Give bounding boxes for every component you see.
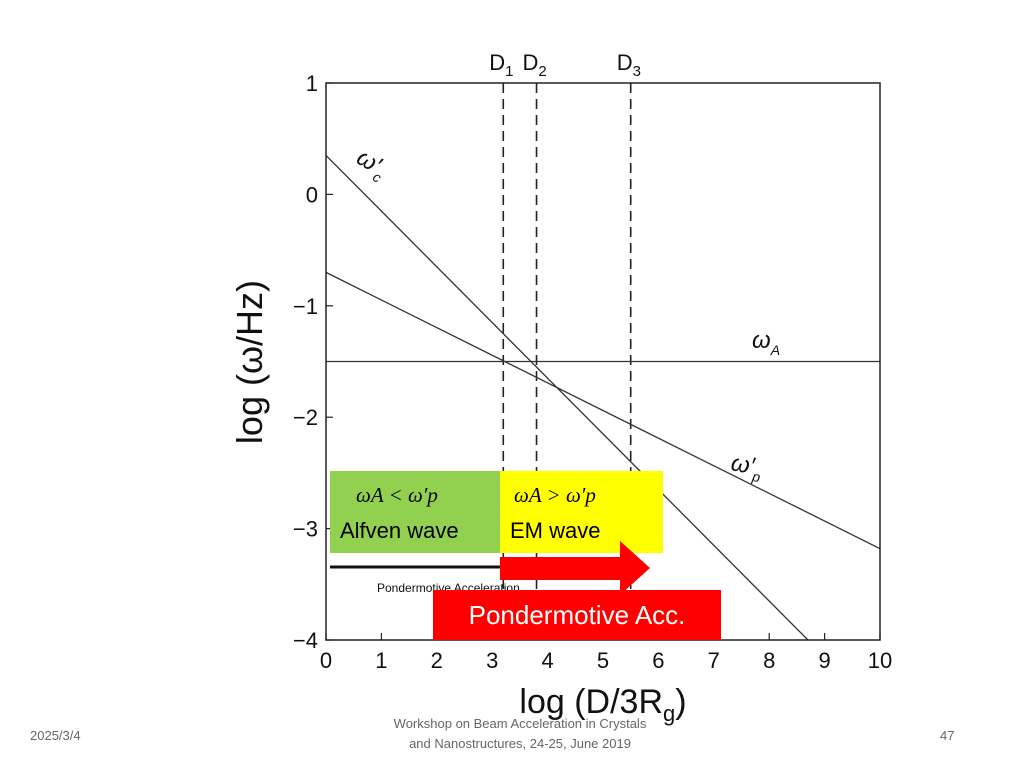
yellow-formula: ωA > ω′p [514,483,596,507]
y-tick-label-1: 0 [306,182,318,207]
y-axis-label: log (ω/Hz) [229,280,270,444]
x-tick-label-2: 2 [431,648,443,673]
pondermotive-acc-box: Pondermotive Acc. [433,590,721,640]
d1-label: D1 [489,50,513,80]
x-tick-label-5: 5 [597,648,609,673]
y-tick-label-3: −2 [293,405,318,430]
footer-line-2: and Nanostructures, 24-25, June 2019 [409,736,631,751]
series-label-omega-p: ω′p [728,449,764,485]
x-tick-label-4: 4 [541,648,553,673]
x-tick-label-10: 10 [868,648,892,673]
x-tick-label-3: 3 [486,648,498,673]
x-tick-label-1: 1 [375,648,387,673]
series-label-omega-c: ω′c [350,144,392,186]
x-tick-label-8: 8 [763,648,775,673]
footer-line-1: Workshop on Beam Acceleration in Crystal… [393,716,647,731]
d2-label: D2 [523,50,547,80]
x-tick-label-9: 9 [818,648,830,673]
em-wave-box: ωA > ω′p EM wave [500,471,663,553]
series-line-2 [325,271,881,550]
em-wave-label: EM wave [510,518,601,543]
y-tick-label-2: −1 [293,294,318,319]
y-tick-label-5: −4 [293,628,318,653]
series-label-omega-a: ωA [752,327,780,358]
green-formula: ωA < ω′p [356,483,438,507]
series-line-1 [325,154,809,641]
footer-date: 2025/3/4 [30,728,81,743]
pondermotive-acc-label: Pondermotive Acc. [468,599,686,630]
x-tick-label-6: 6 [652,648,664,673]
x-axis-label: log (D/3Rg) [519,683,686,726]
alfven-wave-label: Alfven wave [340,518,459,543]
x-tick-label-0: 0 [320,648,332,673]
y-tick-label-0: 1 [306,71,318,96]
y-tick-label-4: −3 [293,517,318,542]
alfven-wave-box: ωA < ω′p Alfven wave [330,471,500,553]
footer-workshop: Workshop on Beam Acceleration in Crystal… [340,714,700,754]
d3-label: D3 [617,50,641,80]
footer-page-number: 47 [940,728,955,743]
x-tick-label-7: 7 [708,648,720,673]
